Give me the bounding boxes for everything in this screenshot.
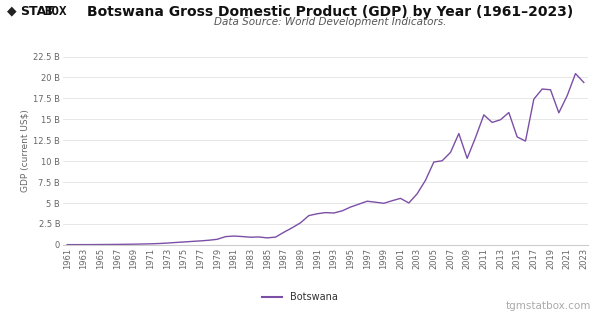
Text: ◆: ◆ <box>7 5 17 18</box>
Botswana <box>222 235 229 239</box>
Botswana <box>580 81 587 84</box>
Text: STAT: STAT <box>20 5 53 18</box>
Botswana <box>563 94 571 98</box>
Text: tgmstatbox.com: tgmstatbox.com <box>506 301 591 311</box>
Botswana <box>572 72 579 75</box>
Botswana <box>422 178 429 182</box>
Botswana <box>322 211 329 214</box>
Botswana <box>305 214 313 218</box>
Text: Data Source: World Development Indicators.: Data Source: World Development Indicator… <box>214 17 446 27</box>
Text: Botswana Gross Domestic Product (GDP) by Year (1961–2023): Botswana Gross Domestic Product (GDP) by… <box>87 5 573 19</box>
Line: Botswana: Botswana <box>67 73 584 245</box>
Legend: Botswana: Botswana <box>259 288 341 306</box>
Text: BOX: BOX <box>44 5 66 18</box>
Botswana <box>205 238 212 242</box>
Botswana <box>64 243 71 246</box>
Y-axis label: GDP (current US$): GDP (current US$) <box>20 109 29 192</box>
